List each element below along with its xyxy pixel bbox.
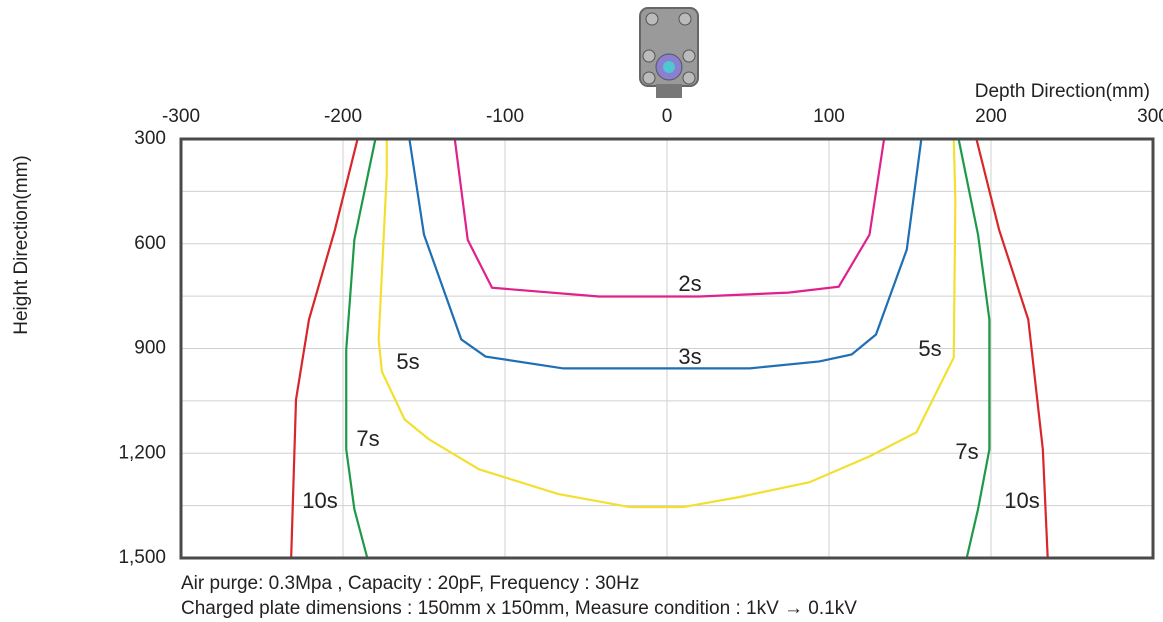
series-label: 7s xyxy=(955,439,978,464)
series-label: 10s xyxy=(1004,488,1039,513)
x-tick-label: 200 xyxy=(975,106,1007,127)
x-tick-label: 100 xyxy=(813,106,845,127)
series-label: 10s xyxy=(302,488,337,513)
series-line xyxy=(408,138,923,370)
series-line xyxy=(345,138,991,559)
note: Charged plate dimensions : 150mm x 150mm… xyxy=(181,598,857,619)
series-label: 5s xyxy=(918,336,941,361)
series-label: 7s xyxy=(356,426,379,451)
note: Air purge: 0.3Mpa , Capacity : 20pF, Fre… xyxy=(181,573,639,594)
y-tick-label: 1,200 xyxy=(118,442,166,463)
series-label: 2s xyxy=(678,271,701,296)
y-tick-label: 300 xyxy=(134,128,166,149)
sensor-icon xyxy=(639,7,699,98)
y-tick-label: 600 xyxy=(134,233,166,254)
y-axis-label: Height Direction(mm) xyxy=(11,155,32,334)
y-tick-label: 1,500 xyxy=(118,547,166,568)
series-label: 5s xyxy=(396,349,419,374)
y-tick-label: 900 xyxy=(134,338,166,359)
plot-border xyxy=(179,137,1155,560)
x-tick-label: 300 xyxy=(1137,106,1163,127)
x-tick-label: -100 xyxy=(486,106,524,127)
x-tick-label: 0 xyxy=(662,106,673,127)
x-tick-label: -200 xyxy=(324,106,362,127)
series-label: 3s xyxy=(678,344,701,369)
series-line xyxy=(377,138,957,509)
series-line xyxy=(453,138,886,298)
x-tick-label: -300 xyxy=(162,106,200,127)
x-axis-label: Depth Direction(mm) xyxy=(975,81,1150,102)
series-line xyxy=(290,138,1049,559)
